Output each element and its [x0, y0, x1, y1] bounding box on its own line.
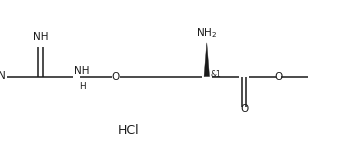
Text: HCl: HCl: [118, 124, 140, 137]
Text: H$_2$N: H$_2$N: [0, 70, 6, 83]
Text: &1: &1: [211, 71, 222, 79]
Text: O: O: [240, 104, 248, 114]
Text: O: O: [112, 71, 120, 82]
Text: NH: NH: [74, 66, 89, 76]
Text: O: O: [274, 71, 282, 82]
Polygon shape: [204, 43, 210, 76]
Text: H: H: [79, 82, 85, 91]
Text: NH: NH: [33, 32, 48, 42]
Text: NH$_2$: NH$_2$: [196, 26, 217, 40]
